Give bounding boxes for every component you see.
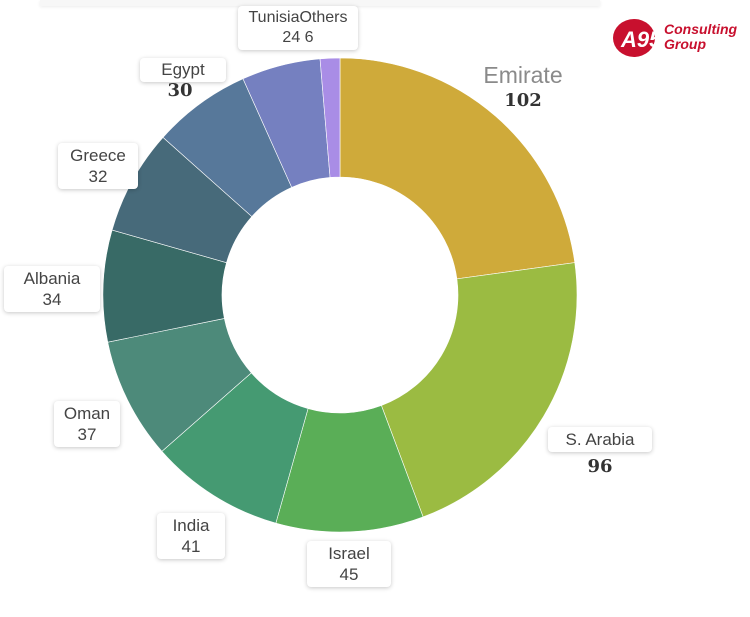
slice-name: Tunisia — [248, 9, 300, 26]
slice-value-s-arabia: 96 — [587, 456, 613, 477]
slice-value: 34 — [42, 290, 62, 309]
slice-label-egypt: Egypt — [140, 58, 226, 82]
donut-slice-emirate[interactable] — [339, 57, 576, 280]
slice-name: Others — [299, 9, 348, 26]
top-edge-strip — [40, 0, 600, 6]
consulting-group-logo: A95 — [613, 19, 662, 57]
slice-value-pair: 24 6 — [246, 28, 350, 48]
slice-name: Emirate — [483, 62, 563, 88]
slice-name: Oman — [63, 404, 111, 423]
logo-brand-letter: A95 — [620, 27, 662, 52]
slice-value: 37 — [77, 425, 97, 444]
slice-label-oman: Oman 37 — [54, 401, 120, 447]
slice-name: Egypt — [161, 60, 205, 79]
slice-label-s-arabia: S. Arabia — [548, 427, 652, 452]
slice-name: S. Arabia — [565, 430, 635, 449]
logo-name-line2: Group — [664, 36, 706, 52]
slice-name: India — [172, 516, 210, 535]
slice-value: 32 — [88, 167, 108, 186]
slice-name-pair: TunisiaOthers — [246, 8, 350, 28]
slice-name: Israel — [328, 544, 370, 563]
slice-name: Albania — [23, 269, 81, 288]
slice-value: 45 — [339, 565, 359, 584]
slice-value-egypt: 30 — [167, 80, 193, 101]
slice-label-greece: Greece 32 — [58, 143, 138, 189]
donut-slice-others[interactable] — [319, 57, 341, 178]
donut-slice-s-arabia[interactable] — [381, 262, 578, 518]
logo-wordmark: Consulting Group — [664, 22, 737, 52]
logo-name-line1: Consulting — [664, 21, 738, 37]
slice-label-emirate: Emirate 102 — [468, 62, 578, 112]
slice-label-tunisia-others: TunisiaOthers 24 6 — [238, 6, 358, 50]
slice-value: 24 — [282, 29, 301, 46]
slice-label-albania: Albania 34 — [4, 266, 100, 312]
slice-value: 41 — [181, 537, 201, 556]
slice-value: 6 — [304, 29, 314, 46]
slice-name: Greece — [70, 146, 126, 165]
slice-label-india: India 41 — [157, 513, 225, 559]
slice-value: 102 — [504, 90, 542, 111]
slice-label-israel: Israel 45 — [307, 541, 391, 587]
